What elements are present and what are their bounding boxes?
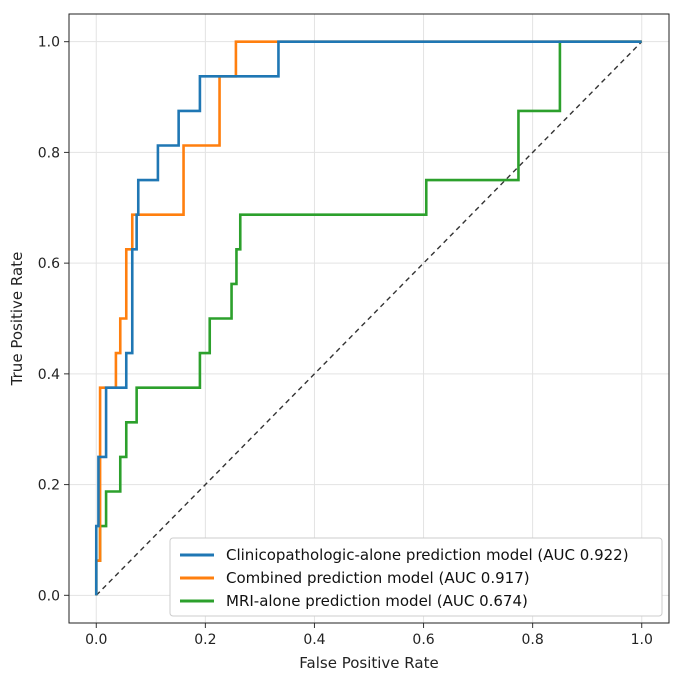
plot-frame <box>68 13 670 624</box>
y-tick-label: 0.8 <box>38 145 60 161</box>
legend: Clinicopathologic-alone prediction model… <box>169 537 663 617</box>
series-lines <box>94 40 643 596</box>
roc-line-mri <box>94 40 642 596</box>
y-tick-label: 0.0 <box>38 588 60 604</box>
x-tick-label: 0.8 <box>522 632 544 648</box>
legend-label-mri: MRI-alone prediction model (AUC 0.674) <box>226 592 528 610</box>
x-tick-label: 0.6 <box>412 632 434 648</box>
x-tick-label: 0.4 <box>303 632 325 648</box>
x-tick-label: 0.0 <box>85 632 107 648</box>
grid <box>69 14 669 623</box>
x-tick-label: 1.0 <box>631 632 653 648</box>
legend-label-combined: Combined prediction model (AUC 0.917) <box>226 569 530 587</box>
y-tick-label: 0.4 <box>38 367 60 383</box>
y-tick-label: 0.6 <box>38 256 60 272</box>
y-tick-label: 0.2 <box>38 478 60 494</box>
y-tick-label: 1.0 <box>38 35 60 51</box>
legend-box <box>169 537 663 617</box>
x-axis-label: False Positive Rate <box>299 654 438 672</box>
legend-label-clinicopathologic: Clinicopathologic-alone prediction model… <box>226 546 629 564</box>
axis-ticks: 0.0 0.2 0.4 0.6 0.8 1.0 0.0 0.2 0.4 0.6 0.8 1.0 <box>38 35 653 648</box>
chance-diagonal <box>95 41 643 596</box>
roc-line-clinicopathologic <box>94 40 642 596</box>
y-axis-label: True Positive Rate <box>8 252 26 387</box>
x-tick-label: 0.2 <box>194 632 216 648</box>
